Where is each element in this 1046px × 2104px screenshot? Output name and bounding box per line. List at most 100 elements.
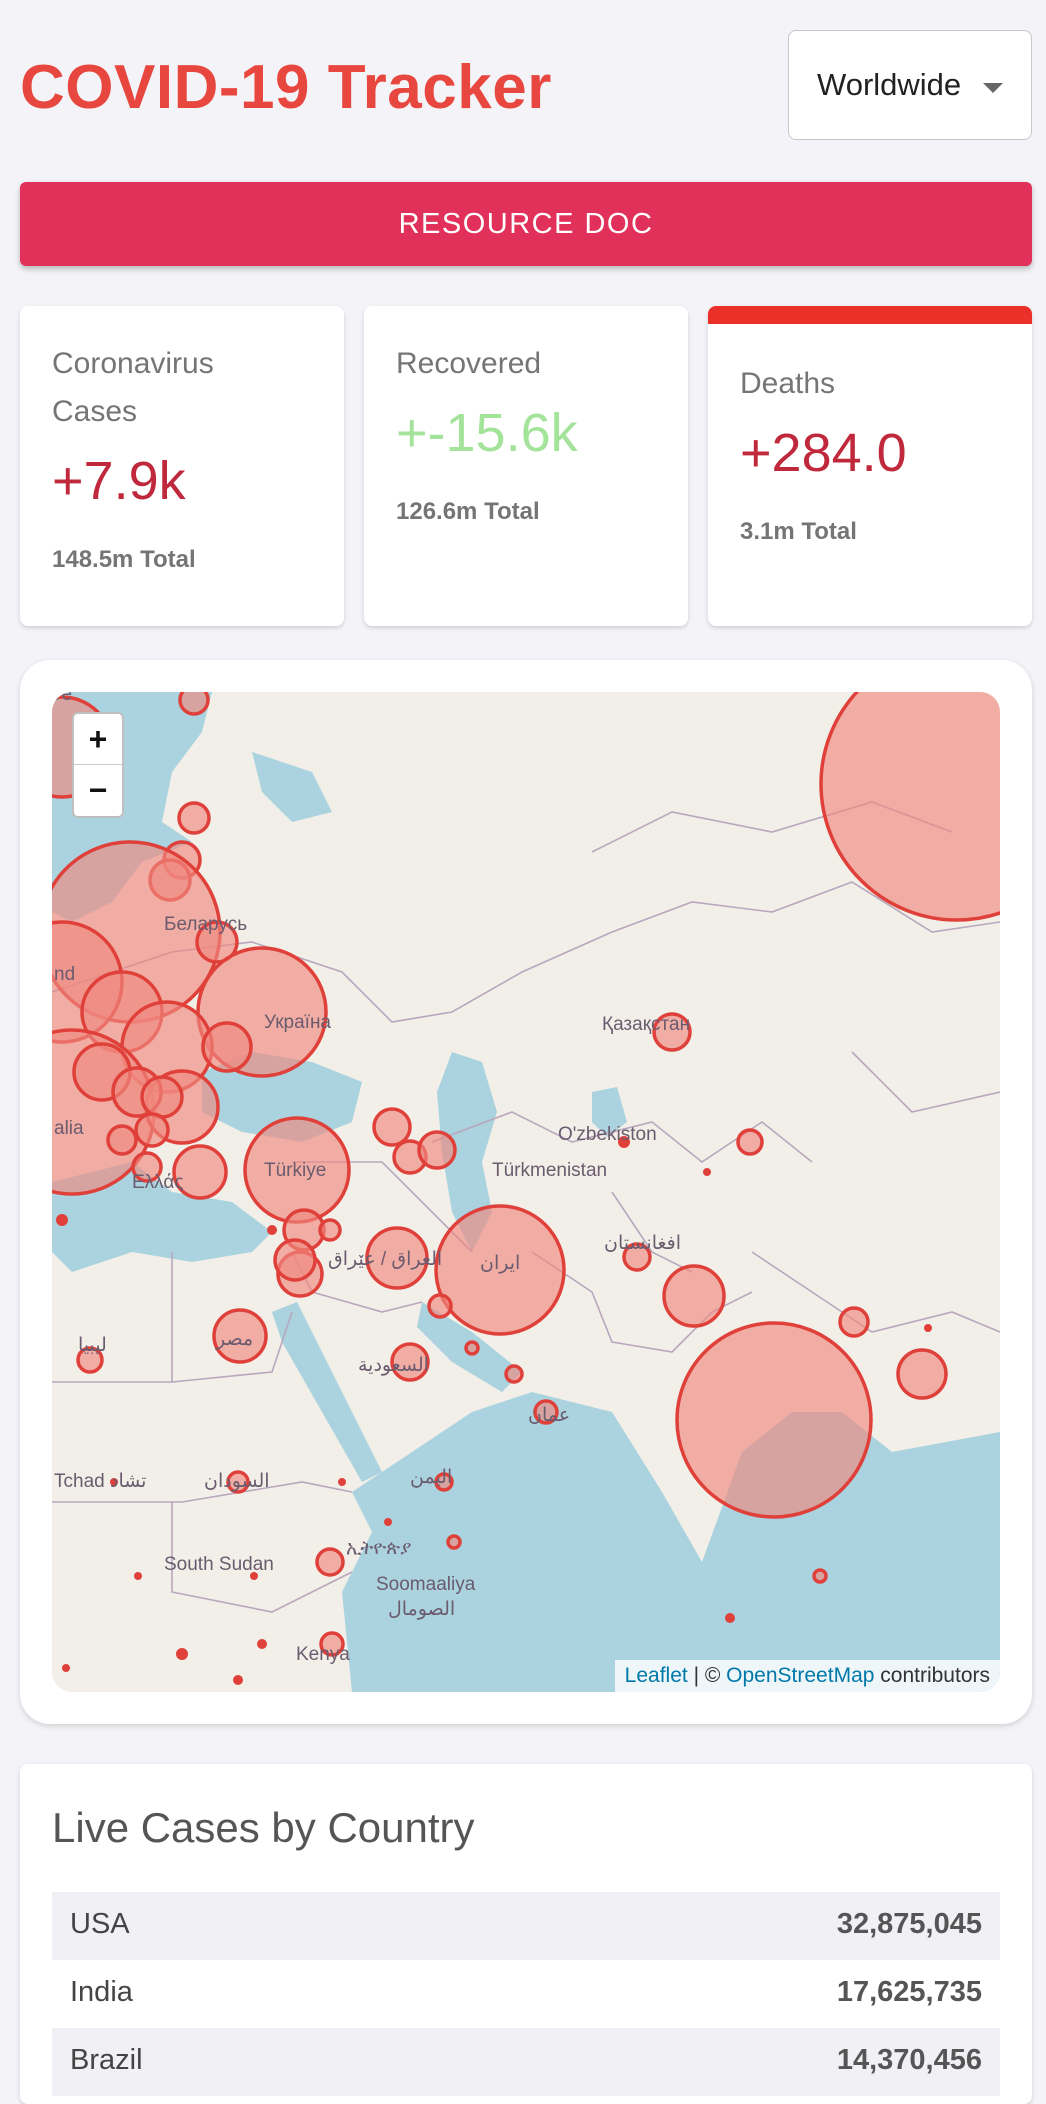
resource-doc-button[interactable]: RESOURCE DOC — [20, 182, 1032, 266]
map-label-somalia-ar: الصومال — [388, 1599, 456, 1620]
cases-card[interactable]: Coronavirus Cases +7.9k 148.5m Total — [20, 306, 344, 626]
attribution-separator: | © — [687, 1664, 727, 1687]
cases-label: Coronavirus Cases — [52, 347, 214, 428]
map-label-sudan: السودان — [204, 1471, 270, 1492]
case-bubble — [838, 1306, 870, 1338]
chevron-down-icon — [983, 83, 1003, 93]
map-label-ethiopia: ኢትዮጵያ — [346, 1538, 412, 1559]
case-bubble — [177, 801, 211, 835]
case-bubble — [622, 1242, 652, 1272]
case-dot — [267, 1225, 277, 1235]
case-bubble — [427, 1293, 453, 1319]
recovered-label: Recovered — [396, 347, 542, 380]
case-dot — [62, 1664, 70, 1672]
table-row: Brazil 14,370,456 — [52, 2028, 1000, 2096]
recovered-total: 126.6m Total — [396, 498, 540, 525]
case-dot — [618, 1136, 630, 1148]
zoom-control: + − — [72, 712, 124, 818]
case-dot — [176, 1648, 188, 1660]
case-dot — [257, 1639, 267, 1649]
case-bubble — [446, 1534, 462, 1550]
live-cases-title: Live Cases by Country — [52, 1804, 475, 1851]
map-label-poland: nd — [54, 964, 76, 985]
recovered-card[interactable]: Recovered +-15.6k 126.6m Total — [364, 306, 688, 626]
case-bubble — [178, 692, 210, 716]
map-attribution: Leaflet | © OpenStreetMap contributors — [614, 1660, 1000, 1692]
case-bubble — [195, 920, 239, 964]
case-bubble — [315, 1547, 345, 1577]
map-label-kenya: Kenya — [296, 1644, 350, 1665]
world-map[interactable]: Беларусь Україна Қазақстан O'zbekiston T… — [52, 692, 1000, 1692]
country-cases: 17,625,735 — [836, 1976, 982, 2008]
country-name: USA — [70, 1908, 130, 1940]
case-dot — [338, 1478, 346, 1486]
map-label-saudi-arabia: السعودية — [358, 1355, 429, 1376]
case-dot — [384, 1518, 392, 1526]
live-cases-card: Live Cases by Country USA 32,875,045 Ind… — [20, 1764, 1032, 2104]
case-dot — [134, 1572, 142, 1580]
case-dot — [233, 1675, 243, 1685]
map-label-iran: ایران — [480, 1253, 521, 1274]
case-bubble — [434, 1204, 566, 1336]
map-label-oman: عمان — [528, 1405, 571, 1426]
zoom-out-button[interactable]: − — [88, 772, 108, 808]
table-row: India 17,625,735 — [52, 1960, 1000, 2028]
case-bubble — [736, 1128, 764, 1156]
case-bubble — [140, 1075, 184, 1119]
app-header: COVID-19 Tracker Worldwide — [20, 30, 1032, 140]
country-cases: 32,875,045 — [836, 1908, 982, 1940]
map-label-ukraine: Україна — [264, 1012, 332, 1033]
attribution-suffix: contributors — [874, 1664, 990, 1687]
case-bubble — [819, 692, 1000, 922]
cases-value: +7.9k — [52, 451, 186, 511]
case-bubble — [390, 1342, 430, 1382]
country-name: India — [70, 1976, 133, 2008]
deaths-value: +284.0 — [740, 423, 907, 483]
map-label-greece: Ελλάς — [132, 1172, 184, 1193]
case-dot — [924, 1324, 932, 1332]
case-bubble — [675, 1321, 873, 1519]
case-bubble — [896, 1348, 948, 1400]
map-label-belarus: Беларусь — [164, 914, 248, 935]
live-cases-table: USA 32,875,045 India 17,625,735 Brazil 1… — [52, 1892, 1000, 2096]
country-select[interactable]: Worldwide — [788, 30, 1032, 140]
case-bubble — [319, 1631, 345, 1657]
case-bubbles — [52, 692, 1000, 1685]
case-bubble — [226, 1470, 250, 1494]
case-bubble — [533, 1399, 559, 1425]
deaths-total: 3.1m Total — [740, 518, 857, 545]
case-bubble — [134, 1112, 170, 1148]
map-label-norway: ve — [52, 692, 73, 705]
case-bubble — [212, 1308, 268, 1364]
map-label-uzbekistan: O'zbekiston — [558, 1124, 657, 1145]
case-bubble — [434, 1472, 454, 1492]
map-label-turkey: Türkiye — [264, 1160, 327, 1181]
map-label-egypt: مصر — [216, 1329, 254, 1350]
case-bubble — [662, 1264, 726, 1328]
deaths-label: Deaths — [740, 367, 836, 400]
map-card: Беларусь Україна Қазақстан O'zbekiston T… — [20, 660, 1032, 1724]
case-bubble — [365, 1226, 429, 1290]
country-name: Brazil — [70, 2044, 143, 2076]
map-label-kazakhstan: Қазақстан — [602, 1014, 691, 1035]
map-label-libya: ليبيا — [78, 1335, 107, 1356]
case-bubble — [273, 1238, 317, 1282]
zoom-in-button[interactable]: + — [74, 714, 122, 765]
country-cases: 14,370,456 — [836, 2044, 982, 2076]
openstreetmap-link[interactable]: OpenStreetMap — [726, 1664, 875, 1687]
leaflet-link[interactable]: Leaflet — [624, 1664, 688, 1687]
country-select-value: Worldwide — [817, 67, 962, 102]
map-label-afghanistan: افغانستان — [604, 1233, 682, 1254]
case-dot — [725, 1613, 735, 1623]
case-dot — [250, 1572, 258, 1580]
cases-total: 148.5m Total — [52, 546, 196, 573]
deaths-card[interactable]: Deaths +284.0 3.1m Total — [708, 306, 1032, 626]
map-label-italy: alia — [54, 1118, 84, 1139]
case-bubble — [172, 1144, 228, 1200]
case-bubble — [76, 1346, 104, 1374]
case-dot — [703, 1168, 711, 1176]
case-bubble — [131, 1151, 163, 1183]
case-bubble — [372, 1107, 412, 1147]
case-bubble — [812, 1568, 828, 1584]
app-title: COVID-19 Tracker — [20, 53, 552, 122]
